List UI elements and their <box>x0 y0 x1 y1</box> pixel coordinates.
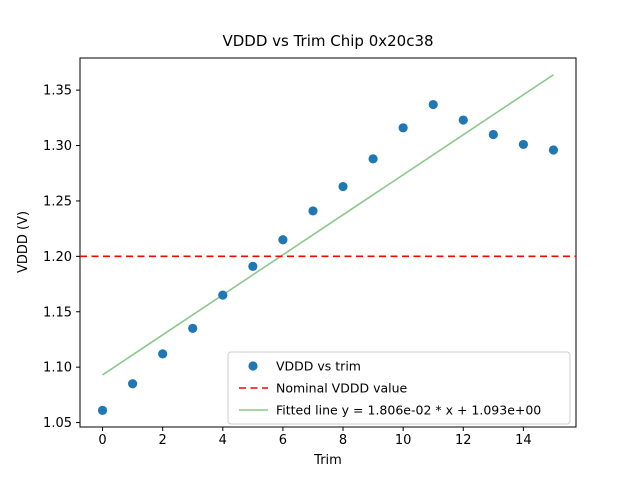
legend: VDDD vs trim Nominal VDDD value Fitted lin… <box>227 351 571 425</box>
data-point <box>278 235 288 245</box>
x-tick-label: 14 <box>515 433 532 448</box>
legend-marker-scatter <box>248 361 258 371</box>
data-point <box>308 206 318 216</box>
plot-area: 0 2 4 6 8 10 12 14 1.05 1.10 1.15 1.20 1.25 1.30 1.35 <box>43 57 577 448</box>
x-tick-label: 6 <box>279 433 287 448</box>
legend-label: Fitted line y = 1.806e-02 * x + 1.093e+0… <box>276 403 541 418</box>
y-tick-label: 1.10 <box>43 361 72 376</box>
y-tick-label: 1.35 <box>43 84 72 99</box>
data-point <box>248 261 258 271</box>
data-point <box>188 323 198 333</box>
legend-label: VDDD vs trim <box>276 359 361 374</box>
x-tick-label: 10 <box>395 433 412 448</box>
legend-frame <box>227 351 571 425</box>
x-tick-label: 4 <box>219 433 227 448</box>
fitted-line <box>102 74 554 376</box>
x-tick-label: 8 <box>339 433 347 448</box>
data-point <box>398 123 408 133</box>
data-point <box>368 154 378 164</box>
data-point <box>548 145 559 155</box>
y-tick-label: 1.20 <box>43 250 72 265</box>
y-tick-label: 1.25 <box>43 194 72 209</box>
plot-frame <box>79 57 577 428</box>
data-point <box>338 181 348 192</box>
data-point <box>518 139 528 150</box>
data-point <box>158 349 168 359</box>
legend-label: Nominal VDDD value <box>276 381 408 396</box>
x-tick-label: 0 <box>98 433 106 448</box>
data-point <box>128 379 138 389</box>
x-tick-label: 2 <box>159 433 167 448</box>
data-point <box>488 129 498 140</box>
data-point <box>458 115 468 125</box>
chart-title: VDDD vs Trim Chip 0x20c38 <box>222 32 433 50</box>
y-tick-label: 1.30 <box>43 139 72 154</box>
y-axis-label: VDDD (V) <box>16 211 31 273</box>
data-point <box>97 405 108 415</box>
y-tick-label: 1.05 <box>43 416 72 431</box>
y-tick-label: 1.15 <box>43 305 72 320</box>
x-axis-label: Trim <box>313 453 342 468</box>
data-point <box>428 99 438 110</box>
data-point <box>218 290 228 300</box>
x-tick-label: 12 <box>455 433 472 448</box>
